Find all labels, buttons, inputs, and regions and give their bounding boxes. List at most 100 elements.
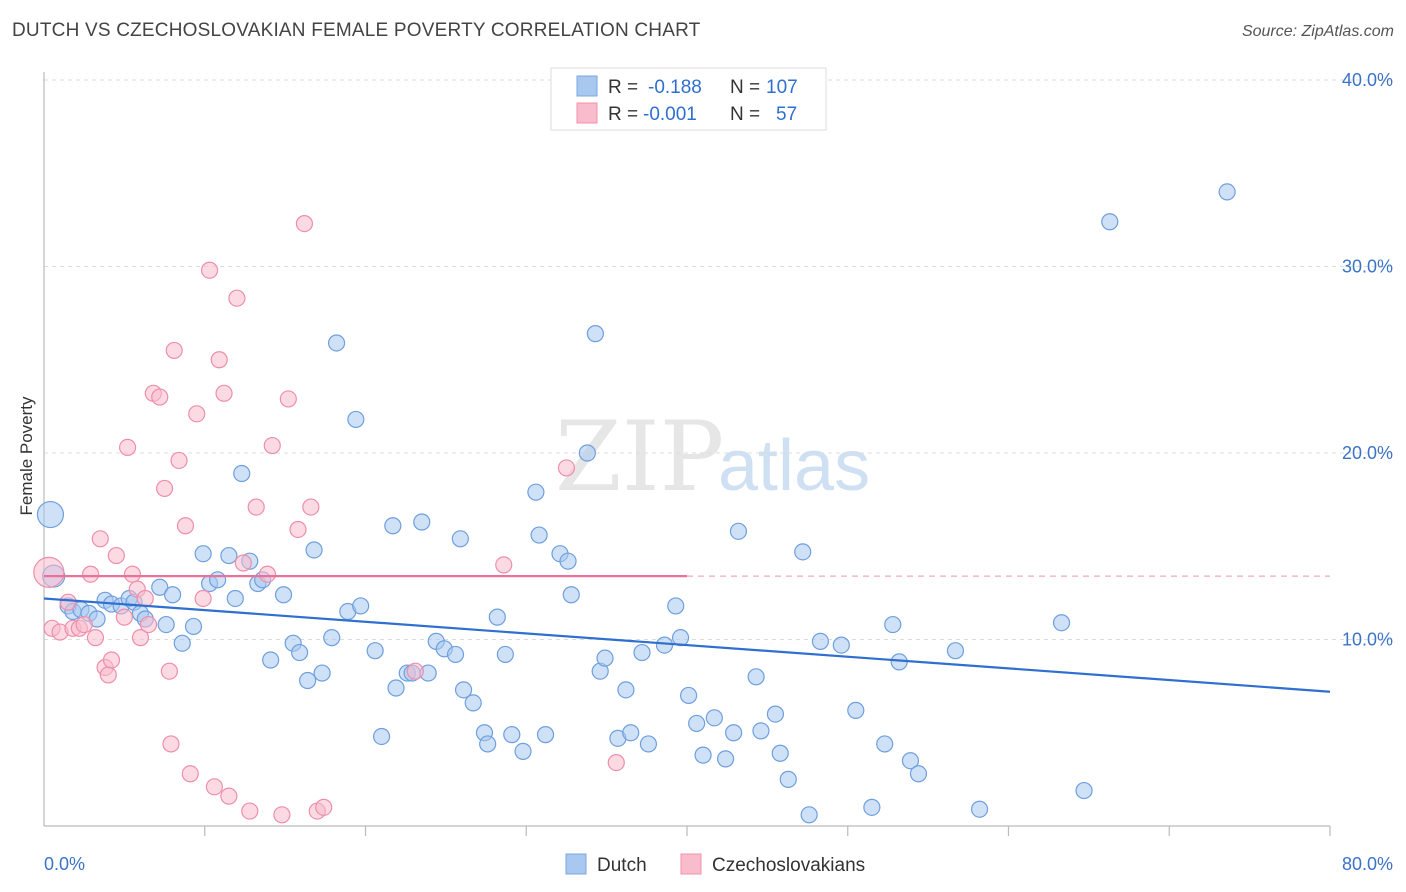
- x-ticks: [204, 826, 1331, 836]
- point-czechoslovakians-34: [210, 351, 228, 369]
- x-tick-label-80: 80.0%: [1342, 854, 1393, 874]
- point-czechoslovakians-53: [607, 753, 625, 772]
- point-czechoslovakians-32: [200, 261, 219, 279]
- y-tick-label-20: 20.0%: [1342, 443, 1393, 463]
- point-czechoslovakians-12: [102, 651, 121, 669]
- legend-n-value-dutch: 107: [766, 77, 798, 98]
- point-czechoslovakians-43: [273, 806, 291, 824]
- point-dutch-79: [688, 714, 706, 733]
- point-dutch-88: [771, 744, 789, 762]
- point-dutch-19: [194, 545, 212, 563]
- point-czechoslovakians-7: [82, 565, 100, 583]
- point-dutch-66: [578, 444, 596, 462]
- point-czechoslovakians-52: [557, 459, 576, 477]
- point-dutch-90: [794, 543, 812, 561]
- point-dutch-33: [305, 541, 323, 559]
- point-czechoslovakians-24: [160, 662, 178, 680]
- point-dutch-101: [946, 642, 965, 660]
- point-dutch-95: [863, 798, 881, 816]
- source-label: Source: ZipAtlas.com: [1241, 23, 1394, 40]
- point-dutch-21: [209, 571, 227, 589]
- point-dutch-69: [596, 649, 614, 667]
- point-czechoslovakians-35: [215, 384, 233, 402]
- point-czechoslovakians-6: [75, 615, 93, 634]
- point-dutch-92: [811, 632, 830, 650]
- point-dutch-58: [503, 726, 521, 744]
- point-dutch-97: [884, 615, 902, 634]
- point-czechoslovakians-40: [247, 498, 265, 516]
- point-dutch-72: [622, 724, 640, 742]
- point-dutch-75: [655, 636, 674, 654]
- point-czechoslovakians-37: [228, 289, 246, 307]
- point-dutch-73: [633, 643, 651, 662]
- point-dutch-34: [313, 664, 331, 682]
- point-czechoslovakians-47: [302, 498, 320, 516]
- y-tick-label-40: 40.0%: [1342, 70, 1393, 90]
- bottom-legend-label-czechoslovakians: Czechoslovakians: [712, 855, 865, 876]
- bottom-legend-swatch-czechoslovakians: [680, 853, 702, 875]
- y-tick-labels: 10.0% 20.0% 30.0% 40.0%: [1342, 70, 1393, 650]
- point-dutch-89: [779, 770, 797, 788]
- point-dutch-65: [562, 586, 580, 604]
- point-czechoslovakians-11: [99, 666, 117, 684]
- point-czechoslovakians-26: [165, 341, 183, 360]
- point-czechoslovakians-3: [59, 593, 77, 611]
- point-czechoslovakians-27: [170, 451, 188, 470]
- point-dutch-50: [446, 645, 465, 664]
- point-czechoslovakians-20: [139, 615, 158, 634]
- point-dutch-40: [366, 642, 384, 660]
- legend-n-label-czechoslovakians: N =: [730, 104, 760, 125]
- point-dutch-35: [323, 629, 341, 647]
- point-dutch-83: [725, 724, 743, 742]
- point-dutch-103: [1052, 614, 1071, 632]
- point-dutch-67: [586, 325, 604, 343]
- point-dutch-64: [559, 552, 577, 570]
- point-dutch-71: [617, 681, 635, 699]
- point-czechoslovakians-36: [220, 787, 238, 805]
- y-tick-label-10: 10.0%: [1342, 630, 1393, 650]
- data-points: [33, 183, 1236, 824]
- point-czechoslovakians-9: [91, 530, 109, 548]
- point-dutch-100: [909, 765, 928, 783]
- point-dutch-52: [454, 681, 473, 699]
- point-dutch-96: [876, 735, 894, 753]
- point-czechoslovakians-45: [289, 520, 307, 539]
- point-czechoslovakians-44: [279, 390, 297, 408]
- point-czechoslovakians-29: [181, 765, 199, 783]
- point-dutch-28: [262, 651, 280, 669]
- point-czechoslovakians-23: [155, 479, 174, 498]
- point-dutch-46: [413, 513, 431, 531]
- bottom-legend-label-dutch: Dutch: [597, 855, 647, 876]
- legend-r-label-dutch: R =: [608, 77, 638, 98]
- legend-r-value-czechoslovakians: -0.001: [643, 104, 697, 125]
- trend-lines: [43, 574, 1331, 693]
- point-czechoslovakians-38: [234, 554, 252, 572]
- point-dutch-61: [530, 526, 548, 544]
- point-dutch-105: [1101, 213, 1119, 231]
- point-czechoslovakians-19: [136, 589, 154, 608]
- point-dutch-91: [800, 806, 818, 824]
- point-dutch-16: [164, 586, 182, 604]
- point-czechoslovakians-8: [86, 629, 105, 647]
- point-czechoslovakians-30: [188, 405, 206, 423]
- point-czechoslovakians-16: [123, 565, 142, 583]
- point-dutch-76: [667, 597, 685, 615]
- point-dutch-31: [290, 643, 309, 662]
- point-dutch-59: [514, 742, 532, 761]
- point-dutch-24: [233, 464, 251, 483]
- trend-line-dutch: [43, 597, 1331, 693]
- legend-n-label-dutch: N =: [730, 77, 760, 98]
- point-dutch-94: [847, 701, 865, 719]
- point-czechoslovakians-14: [115, 608, 133, 626]
- point-dutch-106: [1218, 183, 1236, 201]
- point-dutch-38: [347, 410, 365, 429]
- point-dutch-85: [747, 668, 765, 686]
- point-dutch-42: [384, 517, 402, 535]
- point-czechoslovakians-39: [241, 802, 259, 820]
- point-czechoslovakians-41: [258, 565, 277, 583]
- legend-n-value-czechoslovakians: 57: [776, 104, 797, 125]
- point-dutch-43: [387, 679, 405, 697]
- point-czechoslovakians-18: [131, 629, 150, 647]
- point-czechoslovakians-49: [315, 798, 333, 816]
- point-dutch-74: [639, 735, 658, 753]
